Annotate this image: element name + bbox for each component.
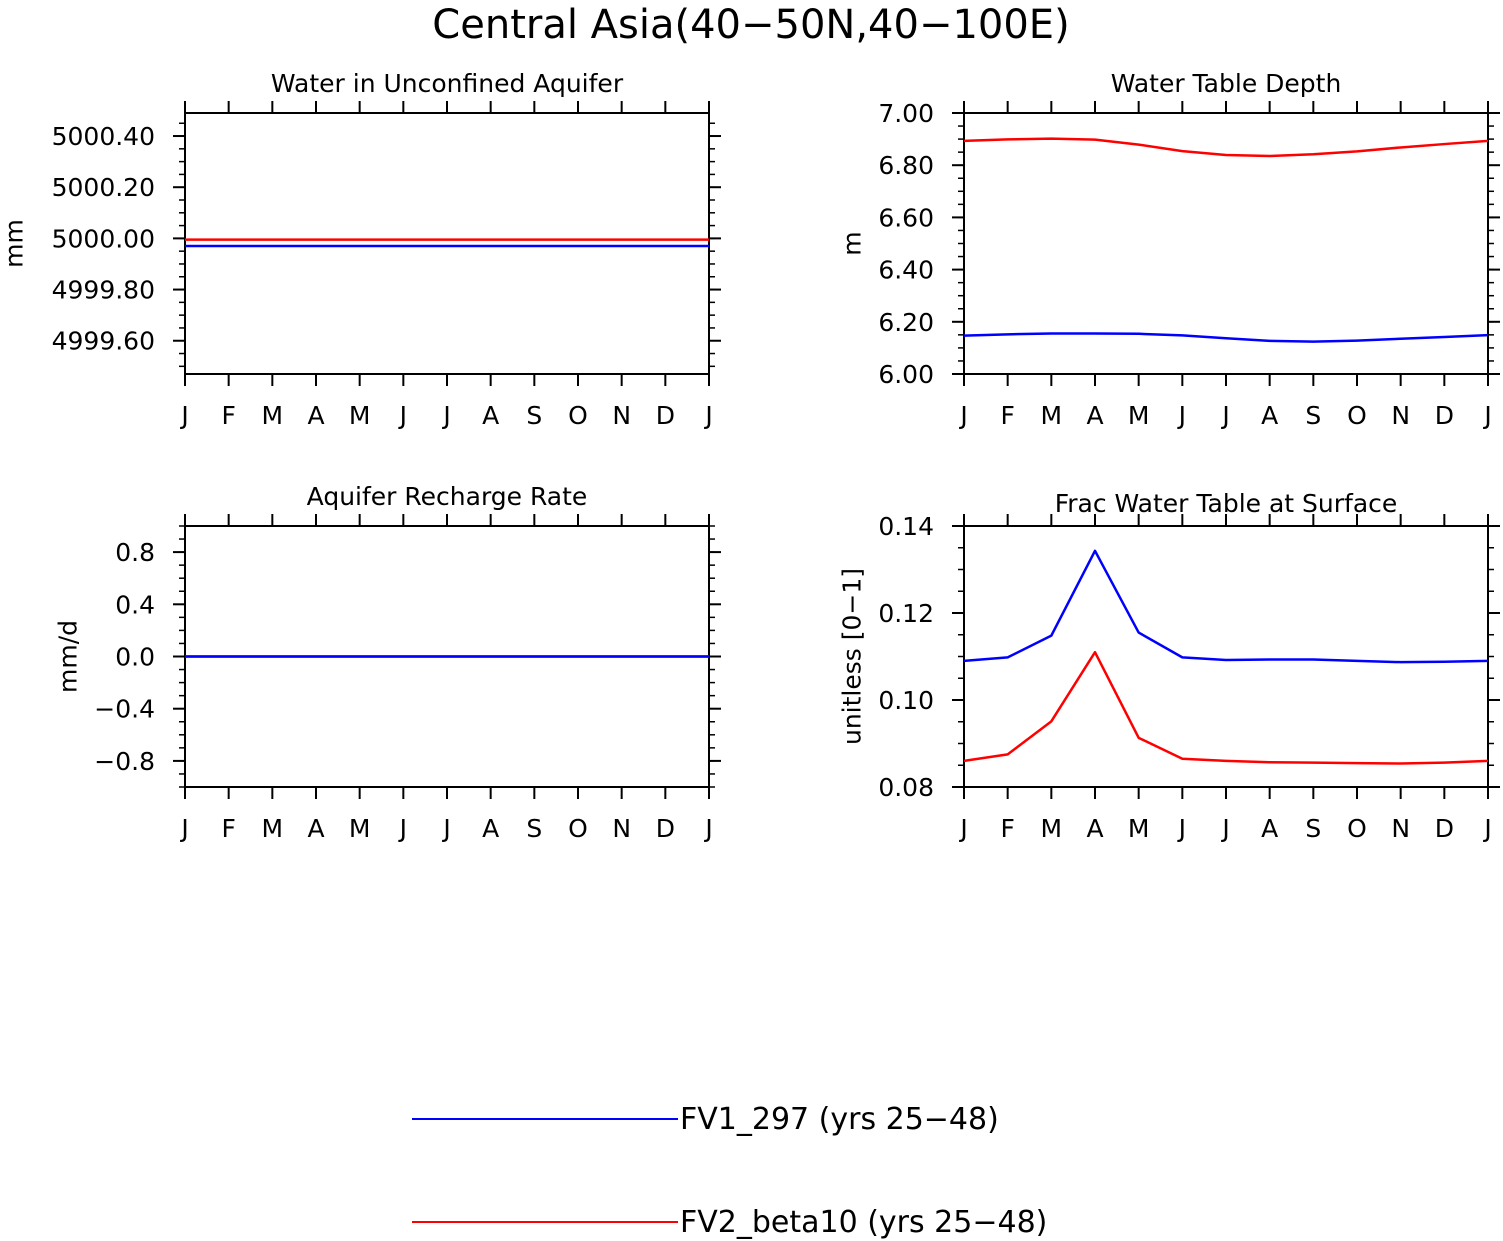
y-tick-label: 0.4 (115, 590, 155, 619)
y-tick-label: −0.4 (94, 695, 155, 724)
x-tick-label: J (441, 401, 450, 430)
x-tick-label: O (568, 814, 588, 843)
series-line (963, 549, 1489, 664)
panel-title: Frac Water Table at Surface (1055, 489, 1398, 518)
legend-label-fv1: FV1_297 (yrs 25−48) (680, 1102, 999, 1137)
x-tick-label: M (1041, 814, 1063, 843)
x-tick-label: M (349, 401, 371, 430)
x-tick-label: F (1000, 401, 1014, 430)
y-tick-label: 6.00 (878, 360, 934, 389)
x-tick-label: J (1482, 401, 1491, 430)
y-tick-label: 6.80 (878, 151, 934, 180)
x-tick-label: A (1086, 814, 1103, 843)
x-tick-label: J (179, 814, 188, 843)
panel-title: Water Table Depth (1111, 69, 1342, 98)
y-axis-label: mm/d (54, 620, 83, 693)
x-tick-label: M (349, 814, 371, 843)
x-tick-label: J (1220, 401, 1229, 430)
y-tick-label: 4999.80 (52, 276, 155, 305)
x-tick-label: O (1347, 401, 1367, 430)
y-tick-label: 6.20 (878, 308, 934, 337)
y-axis-label: m (838, 231, 867, 255)
x-tick-label: J (441, 814, 450, 843)
y-tick-label: 0.8 (115, 538, 155, 567)
y-tick-label: 0.0 (115, 643, 155, 672)
x-tick-label: J (703, 814, 712, 843)
x-tick-label: S (526, 814, 542, 843)
y-tick-label: 5000.40 (52, 122, 155, 151)
x-tick-label: A (1261, 401, 1278, 430)
panel-title: Water in Unconfined Aquifer (271, 69, 624, 98)
x-tick-label: J (398, 814, 407, 843)
x-tick-label: D (656, 814, 675, 843)
y-tick-label: 0.10 (878, 686, 934, 715)
panel-frac-water-table-at-surface: Frac Water Table at Surface unitless [0−1… (838, 489, 1500, 843)
series-line (963, 332, 1489, 343)
y-tick-label: 7.00 (878, 99, 934, 128)
x-tick-label: J (1177, 814, 1186, 843)
x-tick-label: A (482, 814, 499, 843)
x-tick-label: S (526, 401, 542, 430)
x-tick-label: D (1435, 814, 1454, 843)
x-tick-label: N (1391, 814, 1410, 843)
x-tick-label: J (179, 401, 188, 430)
y-tick-label: 5000.00 (52, 224, 155, 253)
x-tick-label: A (307, 401, 324, 430)
y-axis-label: mm (0, 219, 29, 268)
x-tick-label: M (1128, 401, 1150, 430)
y-tick-label: 6.60 (878, 203, 934, 232)
x-tick-label: J (958, 401, 967, 430)
x-tick-label: M (262, 401, 284, 430)
legend-label-fv2: FV2_beta10 (yrs 25−48) (680, 1205, 1047, 1240)
x-tick-label: J (703, 401, 712, 430)
x-tick-label: A (1086, 401, 1103, 430)
x-tick-label: O (1347, 814, 1367, 843)
x-tick-label: J (1482, 814, 1491, 843)
series-line (963, 650, 1489, 765)
x-tick-label: D (656, 401, 675, 430)
y-tick-label: 0.14 (878, 512, 934, 541)
x-tick-label: F (1000, 814, 1014, 843)
x-tick-label: A (482, 401, 499, 430)
x-tick-label: S (1305, 814, 1321, 843)
x-tick-label: D (1435, 401, 1454, 430)
y-tick-label: 5000.20 (52, 173, 155, 202)
y-tick-label: −0.8 (94, 747, 155, 776)
x-tick-label: J (1177, 401, 1186, 430)
panel-title: Aquifer Recharge Rate (307, 482, 588, 511)
x-tick-label: O (568, 401, 588, 430)
x-tick-label: M (262, 814, 284, 843)
x-tick-label: N (612, 814, 631, 843)
x-tick-label: N (1391, 401, 1410, 430)
legend: FV1_297 (yrs 25−48) FV2_beta10 (yrs 25−4… (412, 1102, 1047, 1240)
y-tick-label: 6.40 (878, 256, 934, 285)
x-tick-label: S (1305, 401, 1321, 430)
y-tick-label: 4999.60 (52, 327, 155, 356)
x-tick-label: A (1261, 814, 1278, 843)
x-tick-label: J (398, 401, 407, 430)
x-tick-label: F (221, 401, 235, 430)
y-axis-label: unitless [0−1] (838, 568, 867, 745)
figure-title: Central Asia(40−50N,40−100E) (432, 2, 1069, 48)
series-line (963, 137, 1489, 158)
y-tick-label: 0.12 (878, 599, 934, 628)
x-tick-label: M (1041, 401, 1063, 430)
x-tick-label: N (612, 401, 631, 430)
x-tick-label: A (307, 814, 324, 843)
y-tick-label: 0.08 (878, 773, 934, 802)
x-tick-label: J (958, 814, 967, 843)
x-tick-label: M (1128, 814, 1150, 843)
x-tick-label: F (221, 814, 235, 843)
x-tick-label: J (1220, 814, 1229, 843)
